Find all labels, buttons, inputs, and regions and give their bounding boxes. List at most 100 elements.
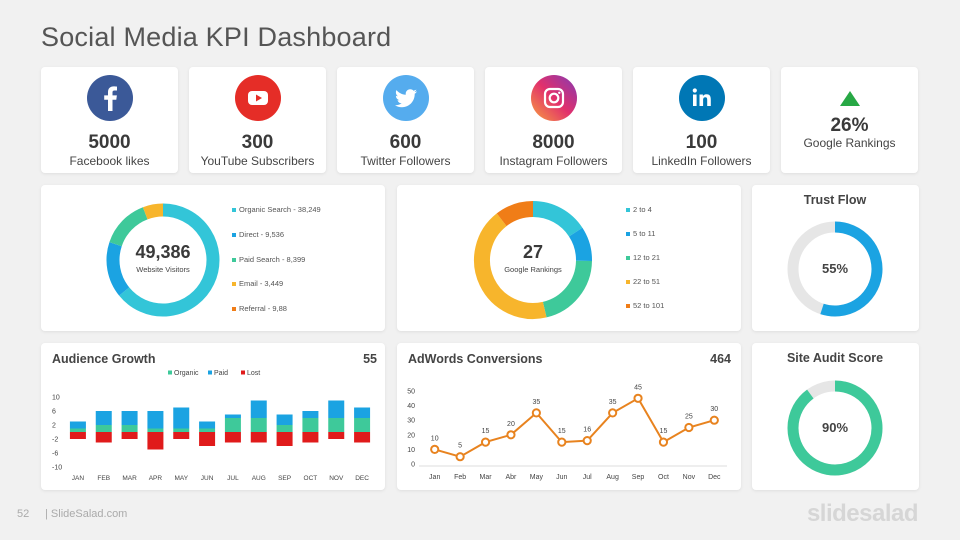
kpi-card-instagram: 8000 Instagram Followers bbox=[485, 67, 622, 173]
kpi-value: 600 bbox=[389, 132, 422, 153]
bar-segment bbox=[302, 411, 319, 418]
donut-center-value: 27 bbox=[523, 242, 543, 262]
x-tick-label: Jul bbox=[583, 474, 592, 481]
kpi-value: 8000 bbox=[532, 132, 575, 153]
x-tick-label: May bbox=[530, 474, 544, 481]
linkedin-icon bbox=[678, 75, 725, 121]
y-tick-label: -2 bbox=[52, 437, 58, 444]
bar-segment bbox=[276, 414, 293, 425]
page-title: Social Media KPI Dashboard bbox=[41, 22, 392, 52]
bar-segment bbox=[95, 432, 112, 443]
bar-segment bbox=[147, 428, 164, 432]
kpi-card-facebook: 5000 Facebook likes bbox=[41, 67, 178, 173]
data-label: 35 bbox=[609, 399, 617, 406]
legend-swatch bbox=[232, 258, 236, 263]
audience-growth-card: Audience Growth 55 Organic Paid Lost 10 6 2 -… bbox=[41, 343, 385, 490]
site-audit-gauge: Site Audit Score 90% bbox=[787, 351, 883, 476]
kpi-label: Facebook likes bbox=[69, 154, 150, 168]
data-point bbox=[709, 415, 719, 425]
donut-slice bbox=[119, 203, 220, 317]
x-tick-label: Sep bbox=[632, 474, 645, 481]
gauge-value: 90% bbox=[822, 420, 848, 435]
legend-label: Email - 3,449 bbox=[239, 279, 284, 288]
legend-label: Lost bbox=[247, 370, 260, 377]
data-point bbox=[633, 393, 643, 403]
bar-segment bbox=[302, 418, 319, 432]
legend-label: 2 to 4 bbox=[633, 205, 652, 214]
bar-segment bbox=[328, 400, 345, 418]
website-visitors-card: 49,386 Website Visitors Organic Search -… bbox=[41, 185, 385, 331]
x-tick-label: AUG bbox=[252, 475, 266, 482]
x-tick-label: MAY bbox=[174, 475, 188, 482]
data-label: 10 bbox=[431, 435, 439, 442]
footer-site: | SlideSalad.com bbox=[45, 508, 128, 520]
bar-segment bbox=[354, 418, 371, 432]
bar-segment bbox=[224, 432, 241, 443]
bar-segment bbox=[147, 432, 164, 450]
y-tick-label: 10 bbox=[407, 447, 415, 454]
y-tick-label: 20 bbox=[407, 432, 415, 439]
legend-swatch bbox=[626, 256, 630, 261]
chart-title: AdWords Conversions bbox=[408, 352, 543, 366]
data-point bbox=[557, 437, 567, 447]
kpi-card-twitter: 600 Twitter Followers bbox=[337, 67, 474, 173]
legend-item: 5 to 11 bbox=[626, 229, 655, 238]
x-tick-label: JAN bbox=[72, 475, 85, 482]
bar-segment bbox=[328, 418, 345, 432]
y-tick-label: 2 bbox=[52, 423, 56, 430]
legend-item: Direct - 9,536 bbox=[232, 230, 284, 239]
legend-swatch bbox=[168, 370, 172, 375]
donut-slice bbox=[568, 227, 592, 262]
data-point bbox=[582, 436, 592, 446]
legend-item: Referral - 9,88 bbox=[232, 304, 287, 313]
legend-swatch bbox=[626, 304, 630, 309]
y-tick-label: -10 bbox=[52, 465, 62, 472]
data-label: 45 bbox=[634, 384, 642, 391]
kpi-card-linkedin: 100 LinkedIn Followers bbox=[633, 67, 770, 173]
legend-swatch bbox=[626, 208, 630, 213]
legend-swatch bbox=[626, 280, 630, 285]
bar-segment bbox=[173, 407, 190, 429]
kpi-card-youtube: 300 YouTube Subscribers bbox=[189, 67, 326, 173]
donut-slice bbox=[542, 260, 592, 318]
data-point bbox=[506, 430, 516, 440]
bar-segment bbox=[276, 425, 293, 432]
legend-label: Paid Search - 8,399 bbox=[239, 255, 306, 264]
y-tick-label: 0 bbox=[411, 462, 415, 469]
x-tick-label: FEB bbox=[97, 475, 110, 482]
x-tick-label: APR bbox=[149, 475, 163, 482]
bar-segment bbox=[250, 418, 267, 432]
trust-flow-gauge: Trust Flow 55% bbox=[787, 193, 883, 317]
legend-swatch bbox=[232, 233, 236, 238]
x-tick-label: Oct bbox=[658, 474, 669, 481]
x-tick-label: Aug bbox=[606, 474, 619, 481]
legend-label: 22 to 51 bbox=[633, 277, 661, 286]
bar-segment bbox=[354, 407, 371, 418]
legend-item: 22 to 51 bbox=[626, 277, 660, 286]
bar-segment bbox=[121, 432, 138, 439]
kpi-value: 300 bbox=[241, 132, 274, 153]
data-label: 25 bbox=[685, 414, 693, 421]
legend-swatch bbox=[232, 282, 236, 287]
x-tick-label: Abr bbox=[506, 474, 518, 481]
legend-item: Organic Search - 38,249 bbox=[232, 205, 321, 214]
x-tick-label: Jan bbox=[429, 474, 440, 481]
kpi-label: Instagram Followers bbox=[499, 154, 608, 168]
bar-segment bbox=[173, 432, 190, 439]
donut-slice bbox=[474, 213, 547, 319]
x-tick-label: JUN bbox=[201, 475, 214, 482]
x-tick-label: JUL bbox=[227, 475, 239, 482]
data-point bbox=[684, 422, 694, 433]
legend-label: Organic bbox=[174, 370, 199, 377]
bar-segment bbox=[302, 432, 319, 443]
page-number: 52 bbox=[17, 508, 30, 520]
legend-swatch bbox=[208, 370, 212, 375]
data-point bbox=[480, 437, 491, 447]
gauge-title: Trust Flow bbox=[804, 193, 867, 207]
data-point bbox=[658, 437, 669, 447]
kpi-label: Twitter Followers bbox=[360, 154, 451, 168]
bar-segment bbox=[199, 432, 216, 446]
x-tick-label: OCT bbox=[304, 475, 318, 482]
data-point bbox=[455, 452, 465, 462]
google-rankings-donut: 27 Google Rankings bbox=[474, 201, 592, 319]
